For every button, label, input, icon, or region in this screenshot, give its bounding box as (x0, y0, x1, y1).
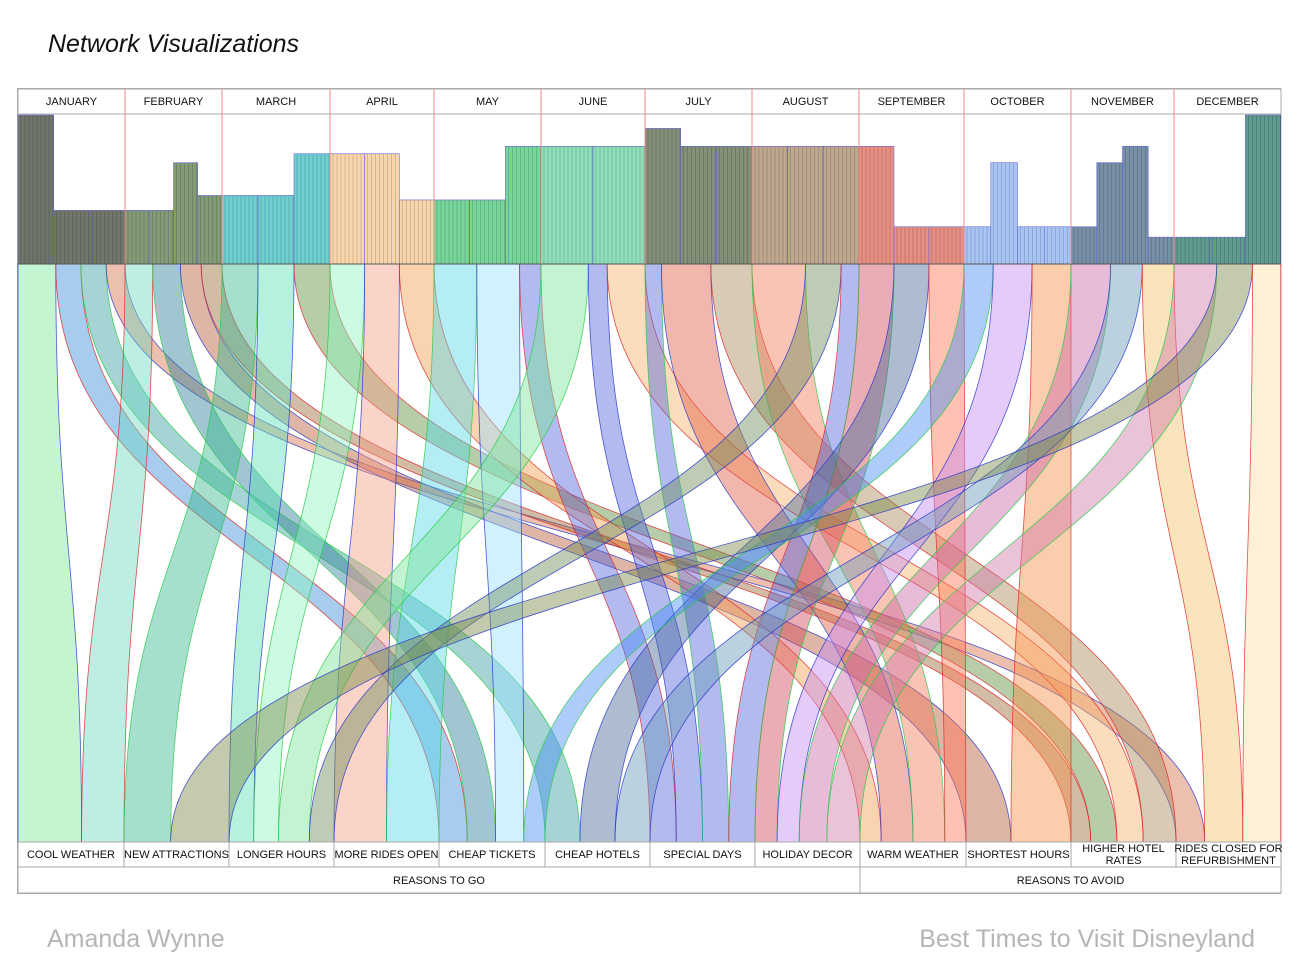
page-title: Network Visualizations (48, 30, 300, 58)
reason-label-new-attractions: NEW ATTRACTIONS (124, 849, 229, 861)
crowd-bar-february-3 (197, 195, 223, 265)
crowd-bar-may-2 (505, 145, 542, 265)
group-label-reasons-to-avoid: REASONS TO AVOID (1017, 875, 1125, 887)
crowd-bar-october-1 (990, 162, 1018, 265)
month-label-march: MARCH (256, 96, 296, 108)
month-label-february: FEBRUARY (144, 96, 204, 108)
reason-label-holiday-decor: HOLIDAY DECOR (762, 849, 852, 861)
crowd-bar-february-0 (124, 210, 150, 265)
crowd-bar-may-1 (469, 199, 506, 265)
reason-label-warm-weather: WARM WEATHER (867, 849, 959, 861)
crowd-bar-july-0 (644, 128, 681, 265)
links-layer (17, 263, 1282, 843)
month-label-july: JULY (685, 96, 712, 108)
reason-label-shortest-hours: SHORTEST HOURS (967, 849, 1069, 861)
reason-label-line: RIDES CLOSED FOR (1174, 843, 1282, 855)
reason-label-cheap-hotels: CHEAP HOTELS (555, 849, 640, 861)
author-name: Amanda Wynne (47, 925, 225, 953)
reason-label-line: HIGHER HOTEL (1082, 843, 1165, 855)
month-label-october: OCTOBER (990, 96, 1044, 108)
crowd-bar-july-2 (716, 145, 753, 265)
month-grid-layer (17, 88, 1282, 894)
reason-label-more-rides-open: MORE RIDES OPEN (335, 849, 439, 861)
crowd-bar-october-2 (1017, 226, 1045, 265)
reason-label-cool-weather: COOL WEATHER (27, 849, 115, 861)
crowd-bar-february-2 (173, 162, 199, 265)
reason-label-rides-closed-for-refurbishment: RIDES CLOSED FOR REFURBISHMENT (1174, 843, 1282, 867)
crowd-bar-january-1 (53, 210, 90, 265)
crowd-bar-september-0 (858, 145, 895, 265)
month-label-december: DECEMBER (1196, 96, 1258, 108)
crowd-bar-january-0 (17, 114, 54, 265)
reason-label-line: RATES (1106, 855, 1142, 867)
crowd-bar-december-2 (1245, 114, 1282, 265)
crowd-bar-october-0 (963, 226, 992, 265)
flow-link-december-rides-closed-for-refurbishment (1242, 263, 1282, 843)
crowd-bar-january-2 (89, 210, 126, 265)
reason-label-cheap-tickets: CHEAP TICKETS (448, 849, 535, 861)
crowd-bar-november-0 (1070, 226, 1098, 265)
crowd-bar-june-1 (592, 145, 646, 265)
labels-layer: JANUARY FEBRUARY MARCH APRIL MAY JUNE JULY AUGU… (27, 96, 1283, 887)
crowd-bar-august-0 (751, 145, 788, 265)
crowd-bar-april-1 (364, 153, 400, 265)
crowd-bar-september-1 (893, 226, 930, 265)
crowd-bar-april-2 (399, 199, 435, 265)
crowd-bars-layer (17, 114, 1282, 265)
group-row (17, 866, 1282, 894)
crowd-bar-october-3 (1043, 226, 1072, 265)
crowd-bar-november-2 (1122, 145, 1149, 265)
crowd-bar-june-0 (540, 145, 594, 265)
month-label-may: MAY (476, 96, 500, 108)
crowd-bar-november-3 (1147, 236, 1175, 265)
group-label-reasons-to-go: REASONS TO GO (393, 875, 485, 887)
month-label-november: NOVEMBER (1091, 96, 1154, 108)
crowd-bar-august-2 (823, 145, 860, 265)
month-label-january: JANUARY (46, 96, 98, 108)
month-label-august: AUGUST (783, 96, 829, 108)
crowd-bar-november-1 (1096, 162, 1123, 265)
month-label-april: APRIL (366, 96, 398, 108)
crowd-bar-december-0 (1173, 236, 1210, 265)
crowd-bar-march-1 (257, 195, 295, 265)
crowd-bar-september-2 (928, 226, 965, 265)
crowd-bar-may-0 (433, 199, 470, 265)
crowd-bar-march-2 (293, 153, 331, 265)
crowd-bar-december-1 (1209, 236, 1246, 265)
reason-label-higher-hotel-rates: HIGHER HOTEL RATES (1082, 843, 1165, 867)
project-title: Best Times to Visit Disneyland (919, 925, 1255, 953)
crowd-bar-march-0 (221, 195, 259, 265)
month-label-september: SEPTEMBER (878, 96, 946, 108)
month-label-june: JUNE (579, 96, 608, 108)
crowd-bar-february-1 (148, 210, 174, 265)
crowd-bar-april-0 (329, 153, 365, 265)
reason-label-longer-hours: LONGER HOURS (237, 849, 326, 861)
crowd-bar-august-1 (787, 145, 824, 265)
reason-label-line: REFURBISHMENT (1181, 855, 1276, 867)
reason-label-special-days: SPECIAL DAYS (663, 849, 741, 861)
crowd-bar-july-1 (680, 145, 717, 265)
